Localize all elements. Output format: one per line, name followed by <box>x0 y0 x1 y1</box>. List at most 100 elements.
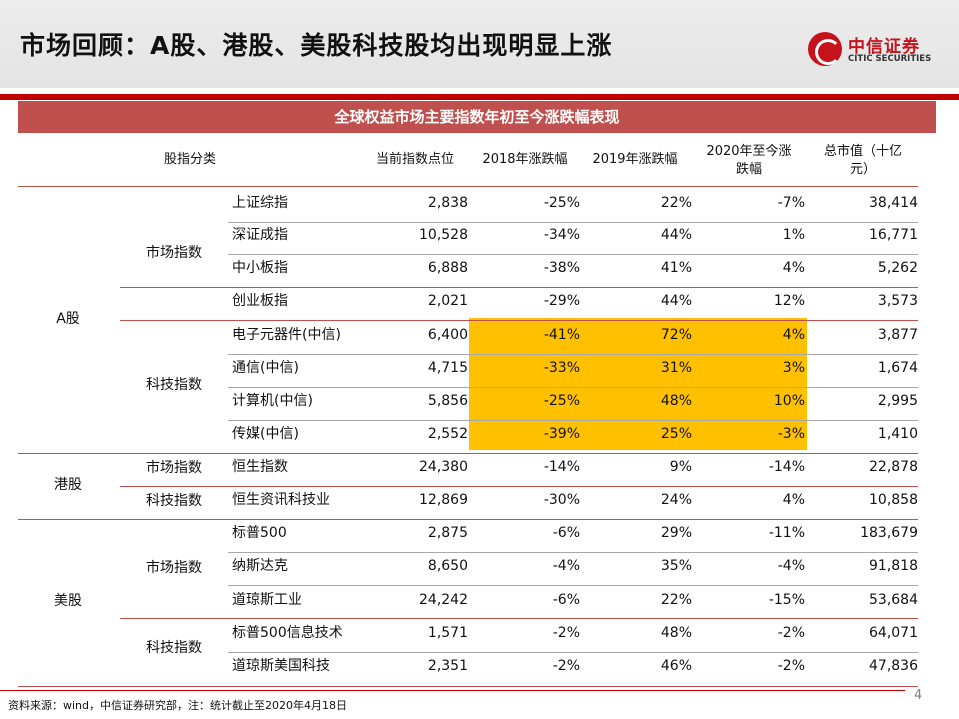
change-2019: 29% <box>660 525 692 541</box>
change-2019: 31% <box>660 360 692 376</box>
market-cap: 183,679 <box>860 525 918 541</box>
index-name: 纳斯达克 <box>232 558 288 574</box>
change-2018: -6% <box>552 592 580 608</box>
market-cap: 1,410 <box>877 426 918 442</box>
change-2019: 41% <box>660 260 692 276</box>
current-level: 4,715 <box>427 360 468 376</box>
header-category: 股指分类 <box>163 152 216 167</box>
page-number: 4 <box>914 688 923 703</box>
change-2018: -14% <box>543 459 580 475</box>
change-2019: 46% <box>660 658 692 674</box>
change-ytd: -4% <box>777 558 805 574</box>
change-2018: -34% <box>543 227 580 243</box>
current-level: 10,528 <box>419 227 468 243</box>
index-name: 标普500 <box>232 525 287 541</box>
group-label: 科技指数 <box>146 640 202 656</box>
row-divider <box>228 652 918 653</box>
group-divider <box>120 486 918 487</box>
change-ytd: -14% <box>768 459 805 475</box>
change-2018: -25% <box>543 195 580 211</box>
group-label: 市场指数 <box>146 245 202 261</box>
index-name: 恒生资讯科技业 <box>232 492 330 508</box>
group-label: 市场指数 <box>146 460 202 476</box>
group-label: 科技指数 <box>146 493 202 509</box>
source-note: 资料来源：wind，中信证券研究部，注：统计截止至2020年4月18日 <box>8 699 347 712</box>
change-ytd: -2% <box>777 625 805 641</box>
current-level: 2,021 <box>427 293 468 309</box>
change-2019: 24% <box>660 492 692 508</box>
index-name: 电子元器件(中信) <box>232 327 341 343</box>
index-name: 深证成指 <box>232 227 288 243</box>
market-label: A股 <box>56 311 80 327</box>
market-label: 港股 <box>54 477 82 493</box>
slide-title: 市场回顾：A股、港股、美股科技股均出现明显上涨 <box>20 31 613 60</box>
market-cap: 53,684 <box>869 592 918 608</box>
header-2019: 2019年涨跌幅 <box>592 152 678 167</box>
change-2018: -41% <box>543 327 580 343</box>
row-divider <box>228 354 918 355</box>
footer-divider <box>0 690 905 691</box>
market-divider <box>18 686 918 687</box>
current-level: 5,856 <box>427 393 468 409</box>
citic-logo: 中信证券 CITIC SECURITIES <box>808 30 948 70</box>
change-2018: -38% <box>543 260 580 276</box>
current-level: 8,650 <box>427 558 468 574</box>
market-cap: 16,771 <box>869 227 918 243</box>
change-ytd: -15% <box>768 592 805 608</box>
change-ytd: -2% <box>777 658 805 674</box>
current-level: 24,242 <box>419 592 468 608</box>
group-divider <box>120 618 918 619</box>
tech-highlight <box>469 318 807 450</box>
change-ytd: 4% <box>782 492 805 508</box>
citic-logo-icon <box>808 32 842 66</box>
current-level: 6,400 <box>427 327 468 343</box>
logo-text-cn: 中信证券 <box>848 37 920 57</box>
header-divider <box>0 94 959 100</box>
change-2019: 48% <box>660 393 692 409</box>
index-name: 道琼斯工业 <box>232 592 302 608</box>
change-2019: 44% <box>660 293 692 309</box>
change-ytd: -11% <box>768 525 805 541</box>
table-title: 全球权益市场主要指数年初至今涨跌幅表现 <box>18 101 936 133</box>
header-mcap-1: 总市值（十亿 <box>823 144 902 159</box>
change-ytd: -3% <box>777 426 805 442</box>
current-level: 2,351 <box>427 658 468 674</box>
row-divider <box>228 420 918 421</box>
change-2019: 72% <box>660 327 692 343</box>
change-2018: -25% <box>543 393 580 409</box>
group-label: 科技指数 <box>146 377 202 393</box>
change-2019: 44% <box>660 227 692 243</box>
group-label: 市场指数 <box>146 560 202 576</box>
index-name: 上证综指 <box>232 195 288 211</box>
row-divider <box>228 552 918 553</box>
current-level: 2,875 <box>427 525 468 541</box>
change-2018: -33% <box>543 360 580 376</box>
header-current: 当前指数点位 <box>375 152 454 167</box>
market-divider <box>18 519 918 520</box>
change-2019: 22% <box>660 592 692 608</box>
header-2018: 2018年涨跌幅 <box>482 152 568 167</box>
change-ytd: 10% <box>773 393 805 409</box>
change-2018: -29% <box>543 293 580 309</box>
market-divider <box>18 453 918 454</box>
current-level: 12,869 <box>419 492 468 508</box>
group-divider <box>120 287 918 288</box>
row-divider <box>228 585 918 586</box>
change-2018: -2% <box>552 625 580 641</box>
market-cap: 47,836 <box>869 658 918 674</box>
change-2018: -6% <box>552 525 580 541</box>
change-ytd: 4% <box>782 260 805 276</box>
change-ytd: -7% <box>777 195 805 211</box>
slide-header: 市场回顾：A股、港股、美股科技股均出现明显上涨 中信证券 CITIC SECUR… <box>0 0 959 88</box>
current-level: 24,380 <box>419 459 468 475</box>
header-ytd-2: 跌幅 <box>735 162 762 177</box>
index-name: 中小板指 <box>232 260 288 276</box>
header-mcap-2: 元） <box>849 162 876 177</box>
change-ytd: 1% <box>782 227 805 243</box>
header-ytd-1: 2020年至今涨 <box>706 144 792 159</box>
market-cap: 5,262 <box>877 260 918 276</box>
row-divider <box>228 222 918 223</box>
market-cap: 91,818 <box>869 558 918 574</box>
index-name: 道琼斯美国科技 <box>232 658 330 674</box>
change-2019: 22% <box>660 195 692 211</box>
